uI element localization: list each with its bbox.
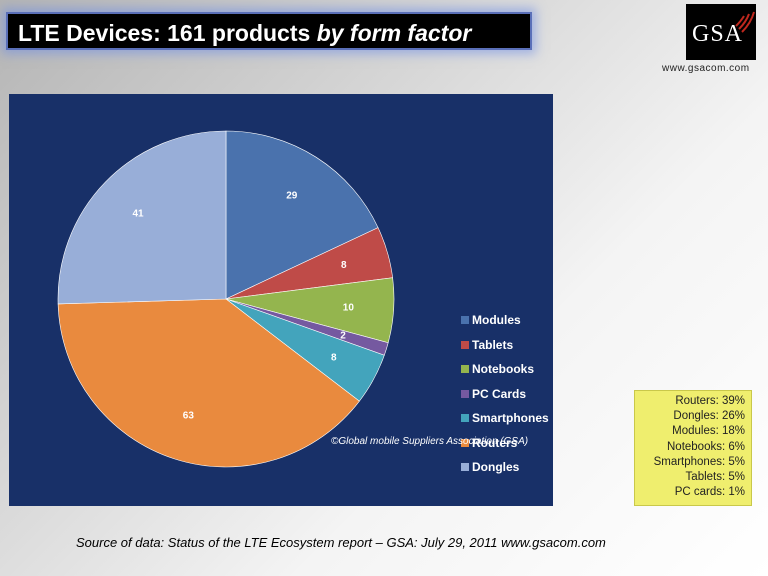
legend-swatch xyxy=(461,316,469,324)
source-note: Source of data: Status of the LTE Ecosys… xyxy=(76,535,606,550)
gsa-logo: GSA xyxy=(686,4,756,60)
signal-waves-icon xyxy=(735,11,755,33)
chart-panel: 29 8 10 2 8 63 41 Modules Tablets Notebooks PC Ca… xyxy=(9,94,553,506)
percentage-summary-box: Routers: 39% Dongles: 26% Modules: 18% Note… xyxy=(634,390,752,506)
data-label-pc-cards: 2 xyxy=(340,331,346,342)
percentage-line: Notebooks: 6% xyxy=(667,440,745,453)
percentage-line: Tablets: 5% xyxy=(685,471,745,483)
page-title-main: LTE Devices: 161 products xyxy=(18,20,317,46)
legend-label: Dongles xyxy=(472,460,520,474)
data-label-notebooks: 10 xyxy=(343,302,355,313)
data-label-dongles: 41 xyxy=(132,209,144,220)
page-title: LTE Devices: 161 products by form factor xyxy=(18,20,471,47)
legend-label: Routers xyxy=(472,435,518,450)
percentage-line: Routers: 39% xyxy=(675,395,745,407)
legend-label: Notebooks xyxy=(472,362,535,376)
data-label-modules: 29 xyxy=(286,190,298,201)
legend-swatch xyxy=(461,340,469,349)
percentage-line: Smartphones: 5% xyxy=(653,455,745,468)
legend-label: Modules xyxy=(472,313,521,327)
pie-slice-dongles xyxy=(57,130,227,305)
legend-label: Tablets xyxy=(472,337,514,352)
percentage-line: PC cards: 1% xyxy=(674,486,745,499)
logo-text: GSA xyxy=(692,21,744,47)
page-title-emphasis: by form factor xyxy=(316,20,472,46)
legend-swatch xyxy=(461,414,469,422)
data-label-routers: 63 xyxy=(183,411,195,422)
legend-label: Smartphones xyxy=(472,411,549,425)
legend-swatch xyxy=(461,438,469,447)
copyright-note: ©Global mobile Suppliers Association (GS… xyxy=(331,436,529,447)
legend-swatch xyxy=(461,365,469,373)
data-label-smartphones: 8 xyxy=(331,353,337,364)
legend-label: PC Cards xyxy=(472,386,527,401)
pie-slice-modules xyxy=(225,130,379,300)
percentage-line: Dongles: 26% xyxy=(673,410,745,423)
legend-swatch xyxy=(461,389,469,398)
percentage-line: Modules: 18% xyxy=(672,425,745,438)
legend-swatch xyxy=(461,463,469,471)
pie-slice-routers xyxy=(57,298,360,468)
website-url: www.gsacom.com xyxy=(662,63,750,74)
data-label-tablets: 8 xyxy=(341,260,347,271)
title-banner: LTE Devices: 161 products by form factor xyxy=(6,12,532,50)
